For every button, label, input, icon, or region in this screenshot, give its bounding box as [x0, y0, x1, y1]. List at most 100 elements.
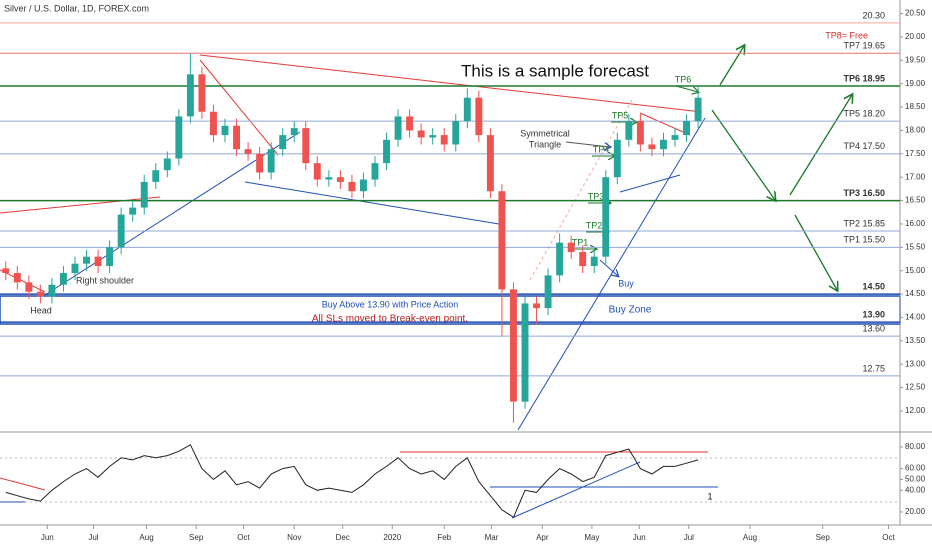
candle-body [636, 121, 644, 145]
candle-body [210, 111, 217, 136]
level-label: TP5 18.20 [843, 108, 885, 118]
trend-line [244, 181, 506, 226]
candle-body [625, 121, 633, 140]
candle-body [475, 97, 483, 136]
candle-body [302, 128, 310, 164]
headline: This is a sample forecast [461, 61, 649, 80]
candle-body [498, 191, 506, 290]
candle-body [579, 252, 587, 267]
y-tick-label: 80.00 [905, 442, 926, 451]
candle-body [336, 177, 344, 182]
candle-body [106, 247, 114, 267]
candle-body [452, 121, 460, 145]
tp-tag: TP6 [675, 74, 692, 84]
candle-body [383, 139, 390, 164]
buy-label: Buy [618, 278, 634, 288]
buy-arrow [599, 259, 618, 276]
y-tick-label: 20.50 [905, 9, 926, 18]
candle-body [510, 289, 517, 402]
y-tick-label: 15.50 [905, 242, 926, 251]
tp-tag: TP2 [586, 220, 603, 230]
candle-body [36, 291, 44, 297]
candle-body [406, 116, 414, 131]
level-label: TP6 18.95 [843, 73, 885, 83]
candle-body [25, 282, 33, 292]
y-tick-label: 60.00 [905, 464, 926, 473]
candle-body [360, 179, 367, 192]
x-tick-label: Jun [633, 533, 646, 542]
level-label: TP3 16.50 [843, 188, 885, 198]
y-tick-label: 19.50 [905, 55, 926, 64]
y-tick-label: 13.00 [905, 359, 926, 368]
level-label: 14.50 [862, 281, 885, 291]
level-label: TP7 19.65 [843, 41, 885, 51]
x-tick-label: Oct [237, 533, 250, 542]
rsi-line [5, 444, 699, 519]
candle-body [486, 135, 494, 192]
x-tick-label: Feb [437, 533, 451, 542]
candle-body [440, 135, 448, 145]
forecast-arrow [794, 214, 837, 290]
y-tick-label: 20.00 [905, 507, 926, 516]
y-tick-label: 15.00 [905, 266, 926, 275]
y-tick-label: 40.00 [905, 485, 926, 494]
y-tick-label: 13.50 [905, 336, 926, 345]
candle-body [613, 139, 621, 178]
y-tick-label: 17.00 [905, 172, 926, 181]
candle-body [544, 275, 552, 309]
rsi-annotation: 1 [707, 491, 712, 501]
candle-body [163, 158, 171, 171]
candle-body [394, 116, 402, 140]
candle-body [83, 256, 90, 264]
candle-body [152, 170, 160, 182]
candle-body [94, 256, 102, 267]
candle-body [175, 116, 183, 159]
tp-tag: TP4 [593, 144, 610, 154]
candle-body [244, 149, 252, 154]
x-tick-label: Mar [485, 533, 499, 542]
x-tick-label: Jul [88, 533, 98, 542]
candle-body [556, 242, 564, 276]
candle-body [371, 163, 379, 180]
x-tick-label: Aug [139, 533, 153, 542]
candle-body [671, 135, 679, 140]
candle-body [279, 135, 287, 150]
candle-body [198, 74, 206, 112]
candle-body [129, 207, 137, 215]
level-label: 13.60 [862, 324, 885, 334]
candle-body [348, 181, 356, 192]
candle-body [313, 163, 321, 180]
trend-line [639, 112, 691, 136]
tp-tag: TP3 [588, 191, 605, 201]
shoulder-label: Right shoulder [76, 275, 134, 285]
candle-body [140, 181, 148, 208]
trend-line [0, 196, 161, 214]
level-label: 20.30 [862, 10, 885, 20]
candle-body [567, 242, 575, 252]
candle-body [13, 273, 21, 283]
candle-body [463, 97, 471, 122]
projection-line [529, 99, 633, 281]
buy-above-note: Buy Above 13.90 with Price Action [322, 299, 459, 309]
candle-body [602, 177, 610, 257]
y-tick-label: 20.00 [905, 32, 926, 41]
candle-body [290, 128, 298, 136]
candle-body [256, 153, 264, 173]
y-tick-label: 18.00 [905, 126, 926, 135]
y-tick-label: 14.00 [905, 313, 926, 322]
candle-body [694, 97, 702, 122]
y-tick-label: 16.50 [905, 196, 926, 205]
candle-body [660, 139, 667, 150]
candle-body [48, 284, 56, 297]
triangle-pointer [565, 141, 610, 147]
y-tick-label: 14.50 [905, 289, 926, 298]
trend-line [0, 269, 46, 293]
trend-line [199, 59, 279, 156]
level-label: TP1 15.50 [843, 235, 885, 245]
forecast-arrow [711, 109, 775, 200]
tp-tag: TP1 [572, 237, 589, 247]
tp-arrow [675, 85, 698, 92]
trend-line [199, 54, 703, 113]
candle-body [186, 74, 194, 117]
